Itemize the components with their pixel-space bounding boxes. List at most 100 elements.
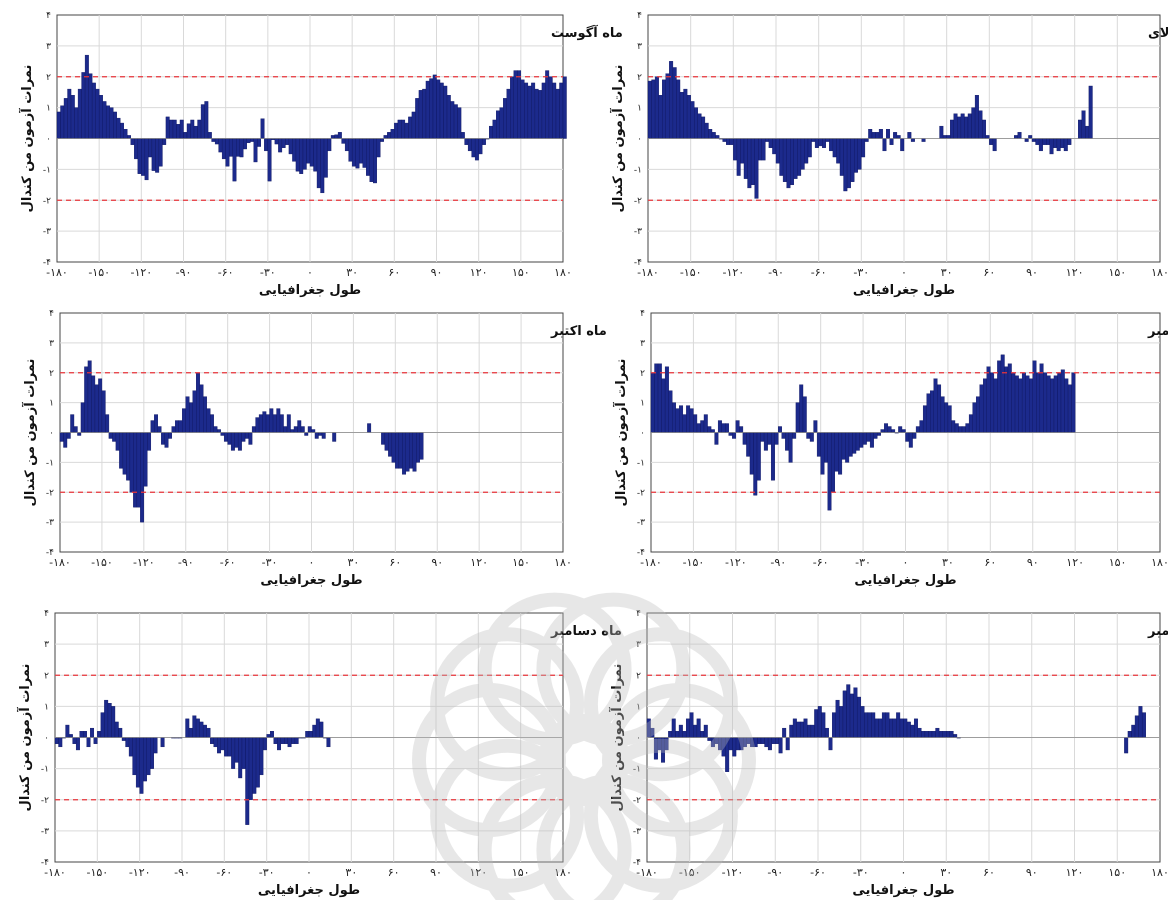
y-tick-label: -۳ [634, 227, 642, 237]
bar [831, 432, 836, 493]
bar [142, 737, 147, 782]
bar [213, 737, 218, 748]
x-tick-label: -۳۰ [262, 556, 278, 569]
bar [206, 408, 211, 433]
bar [807, 724, 812, 738]
bar [779, 138, 784, 176]
bar [804, 138, 809, 164]
bar [239, 138, 244, 158]
bar [721, 423, 726, 433]
bar [206, 727, 211, 738]
bar [376, 138, 381, 158]
bar [921, 731, 926, 738]
bar [820, 432, 825, 475]
bar [1011, 372, 1016, 433]
bar [821, 712, 826, 738]
bar [292, 138, 297, 162]
bar [517, 70, 522, 139]
bar [160, 737, 165, 748]
bar [953, 734, 958, 738]
bar [367, 423, 372, 433]
bar [330, 135, 335, 139]
bar [686, 405, 691, 433]
bar [802, 396, 807, 433]
bar [971, 107, 976, 139]
x-tick-label: ۱۲۰ [470, 266, 488, 279]
bar [408, 116, 413, 139]
bar [278, 138, 283, 153]
bar [86, 737, 91, 748]
bar [907, 132, 912, 139]
bar [903, 718, 908, 738]
y-tick-label: -۱ [637, 458, 645, 468]
bar [234, 432, 239, 448]
bar [864, 712, 869, 738]
bar [781, 432, 786, 439]
bar [654, 76, 659, 139]
bar [107, 703, 112, 738]
bar [852, 432, 857, 454]
y-tick-label: ۰ [636, 734, 641, 744]
bar [227, 737, 232, 757]
bar [679, 91, 684, 139]
x-tick-label: -۳۰ [259, 866, 275, 879]
x-axis-label: طول جغرافیایی [259, 283, 361, 298]
bar [889, 718, 894, 738]
x-tick-label: -۱۵۰ [683, 556, 705, 569]
y-tick-label: ۱ [637, 104, 642, 114]
bar [169, 119, 174, 139]
y-tick-label: ۰ [44, 734, 49, 744]
panel-title: ماه اکتبر [550, 324, 607, 339]
bar [262, 737, 267, 751]
bar [178, 420, 183, 433]
bar [189, 402, 193, 433]
x-tick-label: ۶۰ [984, 556, 996, 569]
y-tick-label: -۱ [41, 765, 49, 775]
bar [255, 417, 260, 433]
bar [767, 432, 772, 445]
bar [1081, 110, 1086, 139]
bar [785, 737, 790, 751]
bar [146, 737, 151, 776]
bar [277, 737, 281, 751]
x-tick-label: -۶۰ [813, 556, 829, 569]
bar [788, 432, 793, 463]
bar [429, 78, 434, 139]
bar [1053, 375, 1058, 433]
bar [877, 432, 881, 436]
bar [63, 432, 68, 448]
y-tick-label: ۲ [46, 73, 51, 83]
bar [928, 731, 933, 738]
bar [993, 378, 998, 433]
bar [785, 432, 790, 451]
bar [880, 429, 885, 433]
bar [893, 132, 898, 139]
bar [122, 432, 127, 475]
bar [147, 432, 152, 451]
bar [922, 405, 927, 433]
bar [658, 95, 663, 139]
bar [285, 138, 290, 145]
bar [668, 731, 673, 738]
x-tick-label: -۶۰ [811, 266, 827, 279]
bar [70, 95, 75, 139]
bar [760, 737, 765, 744]
bar [204, 101, 209, 139]
bar [792, 432, 797, 439]
bar [314, 432, 319, 439]
bar [686, 95, 691, 139]
bar [1004, 366, 1009, 433]
bar [453, 104, 458, 139]
bar [864, 138, 869, 142]
y-tick-label: ۳ [44, 640, 49, 650]
x-tick-label: ۹۰ [1027, 556, 1039, 569]
bar [91, 82, 96, 139]
bar [848, 432, 853, 457]
bar [77, 88, 82, 139]
bar [72, 737, 77, 744]
bar [714, 432, 719, 445]
bar [1060, 138, 1065, 148]
x-axis-label: طول جغرافیایی [853, 283, 955, 298]
bar [75, 737, 80, 751]
y-tick-label: -۳ [46, 518, 54, 528]
